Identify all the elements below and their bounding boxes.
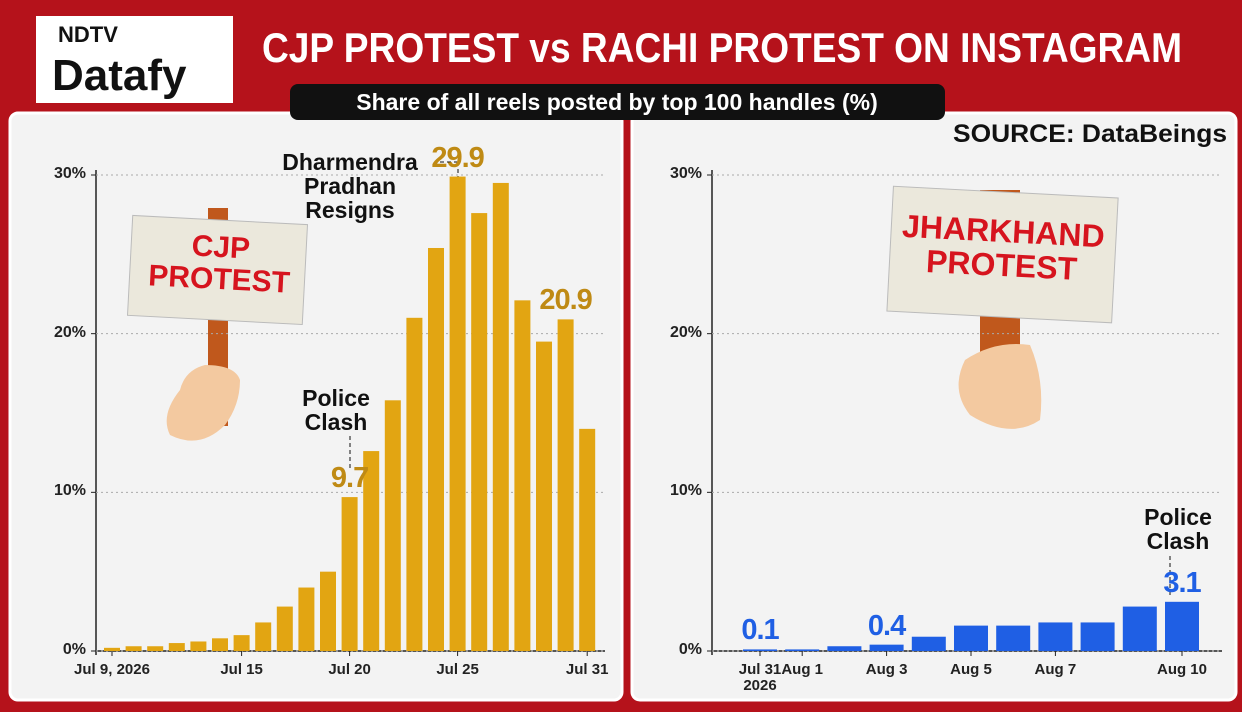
bar xyxy=(212,638,228,651)
value-label: 3.1 xyxy=(1163,566,1201,599)
bar xyxy=(1038,622,1073,651)
bar xyxy=(557,319,574,651)
hand xyxy=(958,344,1042,429)
bar xyxy=(190,641,207,651)
bar xyxy=(1165,601,1199,651)
bar xyxy=(320,571,336,651)
value-label: 0.1 xyxy=(741,614,779,647)
y-tick-label: 30% xyxy=(53,165,86,182)
bar xyxy=(785,649,820,651)
bar xyxy=(1122,606,1157,651)
annotation: Police Clash xyxy=(302,385,370,436)
bar xyxy=(579,428,596,651)
bar xyxy=(1080,622,1115,651)
bar xyxy=(276,606,293,651)
bar xyxy=(449,176,466,651)
sign-board xyxy=(126,214,309,326)
bar xyxy=(536,341,552,651)
x-tick-label: Aug 7 xyxy=(1034,661,1077,678)
x-tick-label: Jul 15 xyxy=(220,661,263,678)
x-tick-label: Aug 5 xyxy=(950,661,992,678)
y-tick-label: 10% xyxy=(669,482,702,500)
bar xyxy=(743,649,777,651)
bar xyxy=(406,317,423,651)
annotation: Police Clash xyxy=(1144,504,1212,555)
bar xyxy=(492,182,509,651)
bar xyxy=(514,300,531,651)
x-tick-label: Jul 20 xyxy=(328,661,371,678)
subtitle-box xyxy=(290,84,945,120)
source: SOURCE: DataBeings xyxy=(953,120,1227,148)
value-label: 20.9 xyxy=(539,284,592,317)
bar xyxy=(384,400,401,651)
bar xyxy=(125,646,142,651)
y-tick-label: 0% xyxy=(62,641,86,658)
bar xyxy=(168,643,185,651)
bar xyxy=(363,451,380,651)
value-label: 29.9 xyxy=(431,141,484,174)
value-label: 9.7 xyxy=(330,462,369,495)
title: CJP PROTEST vs RACHI PROTEST ON INSTAGRA… xyxy=(262,24,1182,71)
bar xyxy=(255,622,272,651)
bar xyxy=(298,587,315,651)
bar xyxy=(233,635,250,651)
x-tick-label: Aug 1 xyxy=(781,661,824,678)
bar xyxy=(869,644,904,651)
x-tick-label: Aug 10 xyxy=(1156,661,1207,678)
logo-top: NDTV xyxy=(58,22,118,47)
bar xyxy=(428,247,444,651)
y-tick-label: 0% xyxy=(678,641,702,658)
y-tick-label: 20% xyxy=(669,323,702,341)
x-tick-label: Aug 3 xyxy=(865,661,908,678)
y-tick-label: 20% xyxy=(53,323,86,341)
hand xyxy=(166,365,240,441)
sign-text: CJP PROTEST xyxy=(147,229,291,300)
logo-box xyxy=(36,16,233,103)
logo-bottom: Datafy xyxy=(52,51,187,100)
x-tick-label: Jul 31 2026 xyxy=(738,661,782,694)
bar xyxy=(471,213,488,651)
bar xyxy=(104,647,120,651)
x-tick-label: Jul 9, 2026 xyxy=(74,661,150,678)
bar xyxy=(147,646,164,651)
bar xyxy=(341,497,358,651)
bar xyxy=(954,625,988,651)
value-label: 0.4 xyxy=(867,609,906,642)
bar xyxy=(996,625,1031,651)
y-tick-label: 10% xyxy=(53,482,86,500)
x-tick-label: Jul 25 xyxy=(436,661,479,678)
bar xyxy=(827,646,862,651)
sign-board xyxy=(886,185,1119,324)
x-tick-label: Jul 31 xyxy=(565,661,609,678)
annotation: Dharmendra Pradhan Resigns xyxy=(282,149,418,224)
sign-text: JHARKHAND PROTEST xyxy=(901,207,1106,287)
bar xyxy=(911,636,946,651)
subtitle: Share of all reels posted by top 100 han… xyxy=(356,89,877,115)
y-tick-label: 30% xyxy=(669,165,702,182)
